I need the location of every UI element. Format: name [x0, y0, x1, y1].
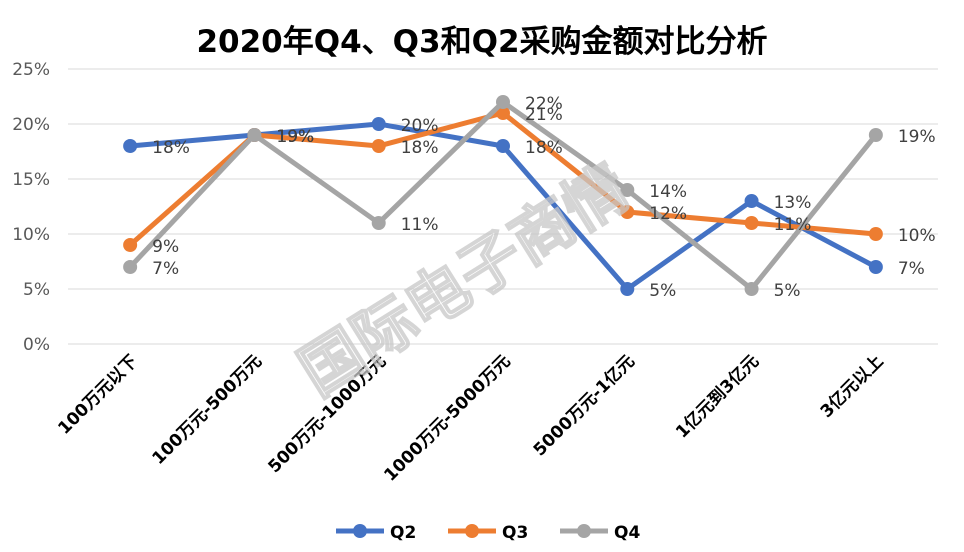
data-label-q3: 19%	[276, 127, 314, 147]
data-point-q2	[123, 139, 138, 153]
data-point-q2	[496, 139, 510, 153]
data-point-q2	[868, 260, 883, 274]
data-point-q4	[247, 128, 262, 142]
data-label-q2: 13%	[774, 193, 812, 213]
data-point-q2	[371, 117, 386, 131]
data-label-q3: 9%	[152, 237, 179, 257]
data-label-q3: 18%	[401, 138, 439, 158]
x-tick-label: 1亿元到3亿元	[671, 351, 763, 443]
data-point-q3	[868, 227, 883, 241]
data-label-q3: 10%	[898, 226, 936, 246]
data-label-q3: 11%	[774, 215, 812, 235]
y-tick-label: 5%	[23, 280, 50, 300]
data-point-q4	[744, 282, 759, 296]
data-point-q3	[744, 216, 759, 230]
x-tick-label: 1000万元-5000万元	[380, 351, 514, 485]
data-label-q2: 5%	[649, 281, 676, 301]
legend-marker-q4	[577, 524, 591, 538]
y-tick-label: 20%	[12, 115, 50, 135]
data-label-q3: 21%	[525, 105, 563, 125]
data-label-q2: 18%	[525, 138, 563, 158]
data-label-q2: 18%	[152, 138, 190, 158]
legend: Q2 Q3 Q4	[336, 523, 640, 543]
chart-title: 2020年Q4、Q3和Q2采购金额对比分析	[196, 24, 767, 60]
x-axis: 100万元以下 100万元-500万元500万元-1000万元1000万元-500…	[54, 351, 887, 486]
data-label-q4: 19%	[898, 127, 936, 147]
data-point-q4	[868, 128, 883, 142]
data-label-q4: 14%	[649, 182, 687, 202]
data-point-q3	[496, 106, 510, 120]
legend-marker-q2	[353, 524, 367, 538]
data-label-q4: 22%	[525, 94, 563, 114]
series-group	[123, 95, 883, 296]
y-axis: 0% 5% 10% 15% 20% 25%	[12, 60, 50, 355]
legend-label-q2: Q2	[390, 523, 416, 543]
x-tick-label: 100万元以下	[54, 351, 141, 438]
y-tick-label: 0%	[23, 335, 50, 355]
data-label-q4: 5%	[774, 281, 801, 301]
data-point-q3	[123, 238, 138, 252]
legend-marker-q3	[465, 524, 479, 538]
data-label-q2: 20%	[401, 116, 439, 136]
data-label-q3: 12%	[649, 204, 687, 224]
legend-label-q3: Q3	[502, 523, 528, 543]
data-point-q2	[744, 194, 759, 208]
data-point-q4	[496, 95, 510, 109]
data-label-q2: 19%	[276, 127, 314, 147]
data-point-q4	[371, 216, 386, 230]
watermark: 国际电子商情	[287, 151, 641, 410]
data-label-q2: 7%	[898, 259, 925, 279]
y-tick-label: 10%	[12, 225, 50, 245]
data-label-q4: 19%	[276, 127, 314, 147]
x-tick-label: 3亿元以上	[816, 351, 887, 422]
data-labels: 18%19%20%18%5%13%7%9%19%18%21%12%11%10%7…	[152, 94, 936, 301]
data-point-q4	[620, 183, 635, 197]
data-point-q3	[620, 205, 635, 219]
data-label-q4: 7%	[152, 259, 179, 279]
y-tick-label: 15%	[12, 170, 50, 190]
legend-label-q4: Q4	[614, 523, 640, 543]
y-tick-label: 25%	[12, 60, 50, 80]
data-point-q4	[123, 260, 138, 274]
data-point-q3	[371, 139, 386, 153]
data-label-q4: 11%	[401, 215, 439, 235]
x-tick-label: 100万元-500万元	[149, 351, 266, 468]
x-tick-label: 5000万元-1亿元	[529, 351, 639, 461]
data-point-q2	[620, 282, 635, 296]
